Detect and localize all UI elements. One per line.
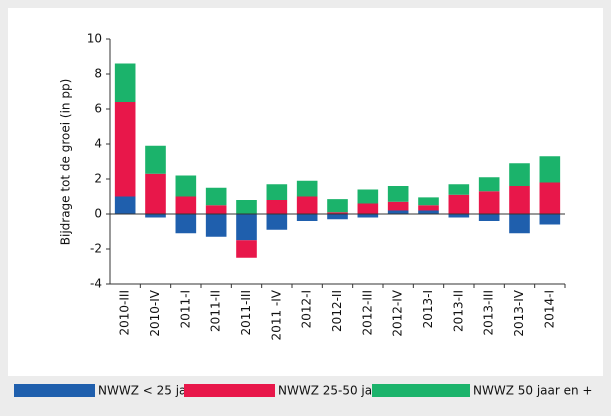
x-tick-label: 2010-III xyxy=(118,290,132,336)
bar-segment xyxy=(296,196,318,214)
x-tick-label: 2013-IV xyxy=(512,289,526,336)
bar-segment xyxy=(327,214,348,220)
bar-segment xyxy=(114,63,136,102)
y-tick-label: 4 xyxy=(94,137,102,151)
x-tick-label: 2012-I xyxy=(300,290,314,328)
bar-segment xyxy=(387,210,409,214)
x-tick-label: 2010-IV xyxy=(148,289,162,336)
y-tick-label: 0 xyxy=(94,207,102,221)
x-tick-label: 2011 -IV xyxy=(269,289,283,340)
bar-segment xyxy=(145,145,166,174)
bar-segment xyxy=(418,205,439,211)
bar-segment xyxy=(236,200,257,214)
bar-segment xyxy=(205,187,227,206)
legend-label: NWWZ 50 jaar en + xyxy=(473,384,592,398)
bar-segment xyxy=(509,186,530,214)
bar-segment xyxy=(266,214,288,230)
bar-segment xyxy=(478,214,500,221)
legend-swatch xyxy=(372,384,470,397)
bar-segment xyxy=(478,177,500,192)
bar-segment xyxy=(175,196,197,214)
bar-segment xyxy=(205,214,227,237)
bar-segment xyxy=(114,102,136,197)
legend-swatch xyxy=(184,384,275,397)
bar-segment xyxy=(539,214,561,225)
bar-segment xyxy=(509,214,530,234)
bar-segment xyxy=(418,197,439,206)
y-axis-label: Bijdrage tot de groei (in pp) xyxy=(59,79,73,246)
bar-segment xyxy=(296,180,318,197)
y-tick-label: 8 xyxy=(94,67,102,81)
x-tick-label: 2013-II xyxy=(451,290,465,332)
bar-segment xyxy=(145,214,166,218)
bar-segment xyxy=(357,189,379,204)
x-tick-label: 2013-I xyxy=(421,290,435,328)
x-tick-label: 2014-I xyxy=(542,290,556,328)
x-tick-label: 2012-IV xyxy=(391,289,405,336)
bar-segment xyxy=(387,201,409,211)
bar-segment xyxy=(175,214,197,234)
x-tick-label: 2011-II xyxy=(209,290,223,332)
x-tick-label: 2012-II xyxy=(330,290,344,332)
bar-segment xyxy=(448,214,470,218)
bar-segment xyxy=(175,175,197,197)
y-tick-label: 6 xyxy=(94,102,102,116)
x-tick-label: 2011-III xyxy=(239,290,253,336)
x-tick-label: 2013-III xyxy=(482,290,496,336)
bar-segment xyxy=(478,191,500,214)
bar-segment xyxy=(327,212,348,214)
bar-segment xyxy=(296,214,318,221)
bar-segment xyxy=(236,214,257,241)
y-tick-label: 10 xyxy=(87,32,102,46)
legend-label: NWWZ 25-50 jaar xyxy=(278,384,384,398)
bar-segment xyxy=(114,196,136,214)
y-tick-label: 2 xyxy=(94,172,102,186)
bar-segment xyxy=(509,163,530,186)
x-tick-label: 2012-III xyxy=(360,290,374,336)
bar-segment xyxy=(327,199,348,213)
bar-segment xyxy=(539,156,561,183)
legend-swatch xyxy=(14,384,95,397)
x-tick-label: 2011-I xyxy=(178,290,192,328)
bar-segment xyxy=(539,182,561,214)
bar-segment xyxy=(205,205,227,214)
bar-segment xyxy=(357,214,379,218)
bar-segment xyxy=(448,184,470,195)
bar-segment xyxy=(357,203,379,214)
y-tick-label: -2 xyxy=(90,242,102,256)
bar-segment xyxy=(145,173,166,214)
bar-segment xyxy=(387,186,409,202)
bar-segment xyxy=(448,194,470,214)
bar-segment xyxy=(266,200,288,214)
bar-segment xyxy=(236,240,257,258)
bar-segment xyxy=(266,184,288,200)
legend-label: NWWZ < 25 jaar xyxy=(98,384,199,398)
bar-segment xyxy=(418,210,439,214)
y-tick-label: -4 xyxy=(90,277,102,291)
